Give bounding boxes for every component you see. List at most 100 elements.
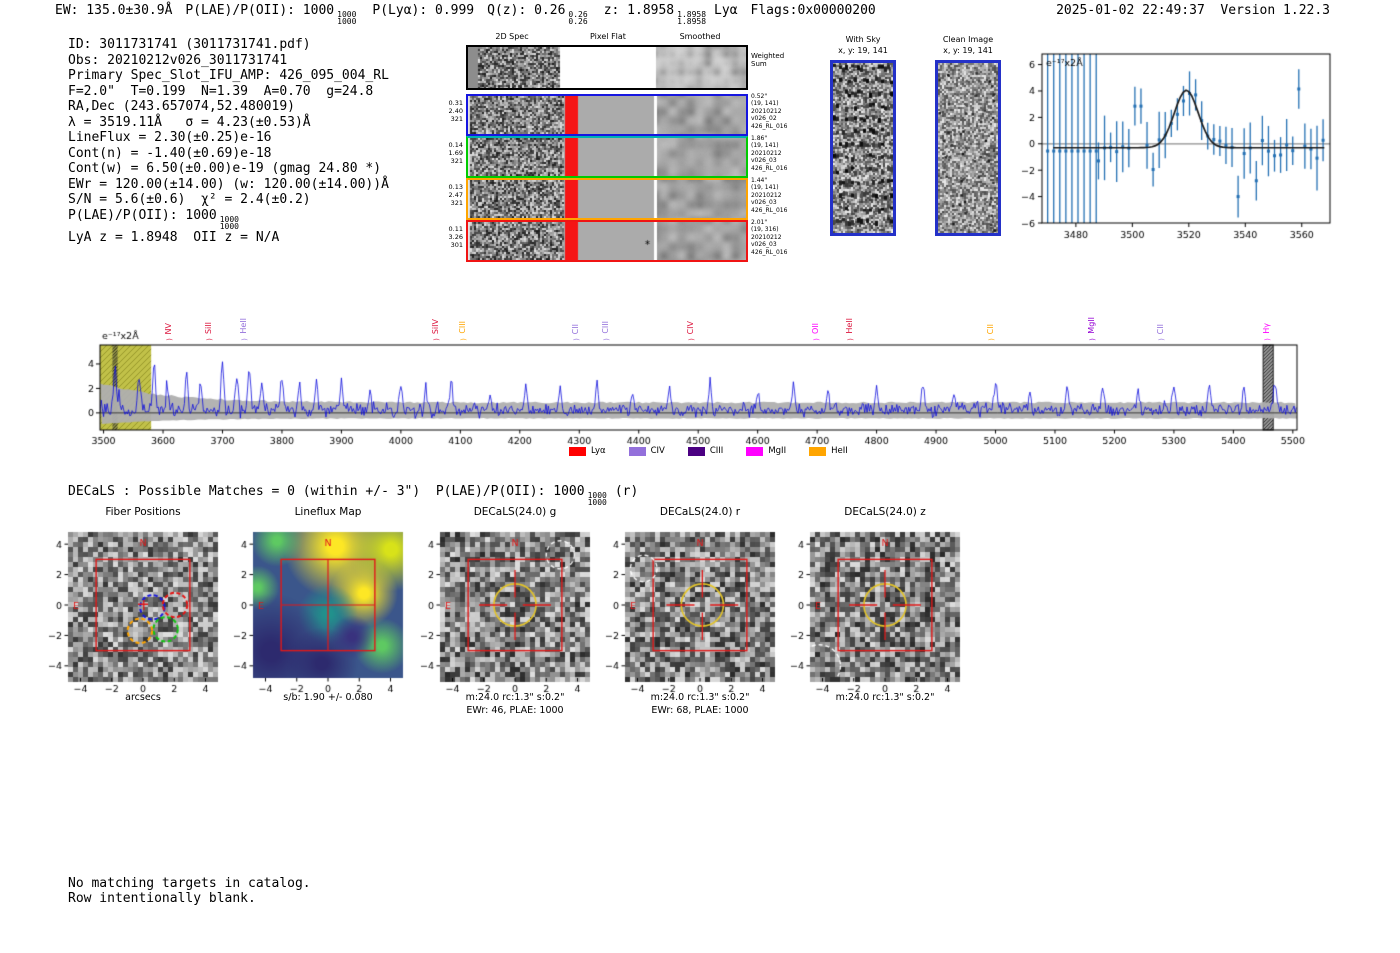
withsky-subtitle: x, y: 19, 141 (838, 45, 888, 55)
info-line-text: Primary Spec_Slot_IFU_AMP: 426_095_004_R… (68, 68, 389, 83)
cleanimage-title: Clean Image (942, 35, 994, 44)
row-right-value: 426_RL_016 (751, 248, 788, 256)
cutout-caption-2: EWr: 68, PLAE: 1000 (651, 705, 749, 716)
info-line: λ = 3519.11Å σ = 4.23(±0.53)Å (68, 115, 389, 131)
spectral-line-name: NV (163, 322, 173, 334)
cleanimage-title-block: Clean Image x, y: 19, 141 (918, 35, 1018, 56)
spectral-line-bracket: ( (239, 338, 248, 341)
legend-label: Lyα (591, 446, 606, 456)
info-line-text: P(LAE)/P(OII): 1000 (68, 207, 217, 223)
fraction-top: 1000 (587, 491, 607, 500)
decals-header-text: DECaLS : Possible Matches = 0 (within +/… (68, 484, 585, 499)
spec2d-row-left-labels: 0.31 2.40 321 (425, 99, 463, 124)
spectral-line-bracket: ( (686, 338, 695, 341)
header-segment-text: z: 1.8958 (603, 3, 675, 18)
header-segment: Flags:0x00000200 (751, 3, 876, 18)
header-segment-text: P(Lyα): 0.999 (372, 3, 475, 18)
spectral-line-bracket: ( (164, 338, 173, 341)
info-line-text: LyA z = 1.8948 OII z = N/A (68, 229, 280, 245)
stacked-fraction: 1000 1000 (337, 10, 356, 25)
header-summary-line: EW: 135.0±30.9Å P(LAE)/P(OII): 1000 1000 10… (55, 3, 889, 26)
row-left-value: 2.40 (448, 107, 463, 116)
row-right-value: 20210212 (751, 107, 782, 115)
row-right-value: 426_RL_016 (751, 122, 788, 130)
row-left-value: 1.69 (448, 149, 463, 158)
row-left-value: 301 (450, 241, 463, 250)
spectral-line-name: HeII (238, 318, 248, 334)
info-line: ID: 3011731741 (3011731741.pdf) (68, 37, 389, 53)
cutout-canvas-fiber (38, 522, 228, 702)
cutout-caption-2: EWr: 46, PLAE: 1000 (466, 705, 564, 716)
row-right-value: 2.01" (751, 219, 768, 226)
header-segment: z: 1.8958 1.8958 1.8958 Lyα (603, 3, 738, 26)
spectral-line-bracket: ( (845, 338, 854, 341)
legend-label: CIII (709, 446, 724, 456)
spec2d-row-strip (466, 94, 748, 136)
info-line: Primary Spec_Slot_IFU_AMP: 426_095_004_R… (68, 68, 389, 84)
row-left-value: 3.26 (448, 233, 463, 242)
spectral-line-name: MgII (1087, 317, 1097, 334)
row-right-value: 0.52" (751, 93, 768, 100)
spectral-line-name: SiII (203, 321, 213, 334)
row-left-value: 2.47 (448, 191, 463, 200)
row-left-value: 321 (450, 199, 463, 208)
legend-swatch (687, 446, 705, 456)
legend-swatch (746, 446, 764, 456)
row-right-value: 20210212 (751, 233, 782, 241)
decals-header: DECaLS : Possible Matches = 0 (within +/… (68, 484, 638, 507)
full-spectrum-canvas (88, 328, 1313, 453)
stacked-fraction: 1.8958 1.8958 (677, 10, 706, 25)
legend-label: CIV (650, 446, 665, 456)
spec2d-row-canvas (468, 96, 746, 134)
detection-info-block: ID: 3011731741 (3011731741.pdf) Obs: 2021… (68, 37, 389, 245)
legend-item: HeII (809, 446, 848, 456)
spectral-line-bracket: ( (601, 338, 610, 341)
row-right-value: 20210212 (751, 191, 782, 199)
spectral-line-label: CII ( (568, 297, 582, 343)
spectral-line-label: CIII ( (455, 297, 469, 343)
weighted-sum-label: Weighted Sum (751, 52, 785, 68)
info-line: Obs: 20210212v026_3011731741 (68, 53, 389, 69)
row-right-value: v026_02 (751, 115, 777, 123)
fraction-top: 1000 (219, 214, 239, 224)
spectral-line-name: CIII (457, 321, 467, 334)
info-line-text: RA,Dec (243.657074,52.480019) (68, 99, 295, 114)
spec2d-row-right-labels: 1.86" (19, 141) 20210212 v026_03 426_RL_016 (751, 135, 787, 172)
row-right-value: 426_RL_016 (751, 206, 788, 214)
spectral-line-label: SiII ( (201, 297, 215, 343)
spec2d-row-strip (466, 220, 748, 262)
info-line: Cont(w) = 6.50(±0.00)e-19 (gmag 24.80 *) (68, 161, 389, 177)
spec2d-row-canvas (468, 138, 746, 176)
header-segment: EW: 135.0±30.9Å (55, 3, 172, 18)
cleanimage-panel (935, 60, 1001, 236)
legend-item: Lyα (569, 446, 606, 456)
header-segment: P(Lyα): 0.999 (372, 3, 474, 18)
spec2d-row-left-labels: 0.11 3.26 301 (425, 225, 463, 250)
header-segment-text: P(LAE)/P(OII): 1000 (185, 3, 335, 18)
row-right-value: (19, 316) (751, 226, 779, 234)
legend-item: MgII (746, 446, 786, 456)
spectral-line-label: SiIV ( (428, 297, 442, 343)
spectral-line-bracket: ( (986, 338, 995, 341)
info-line-text: Cont(n) = -1.40(±0.69)e-18 (68, 145, 272, 161)
spectral-line-label: MgII ( (1085, 297, 1099, 343)
spectral-line-name: SiIV (430, 318, 440, 334)
row-right-value: (19, 141) (751, 100, 779, 108)
spectral-line-name: CIII (600, 321, 610, 334)
spectral-line-label: CII ( (983, 297, 997, 343)
fraction-bottom: 1000 (219, 221, 239, 231)
row-left-value: 321 (450, 115, 463, 124)
spectral-line-bracket: ( (1088, 338, 1097, 341)
spectral-line-name: OII (810, 322, 820, 334)
cutout-caption-1: arcsecs (125, 692, 161, 703)
spectral-line-bracket: ( (458, 338, 467, 341)
fraction-top: 0.26 (568, 10, 588, 19)
cutout-canvas-lineflux (223, 522, 413, 702)
header-segment-text: Flags:0x00000200 (750, 3, 876, 18)
spectral-line-name: CIV (685, 320, 695, 334)
spec2d-col-header-pixelflat: Pixel Flat (590, 32, 626, 41)
stacked-fraction: 1000 1000 (587, 491, 607, 506)
row-right-value: v026_03 (751, 199, 777, 207)
spectral-line-name: CII (985, 323, 995, 334)
